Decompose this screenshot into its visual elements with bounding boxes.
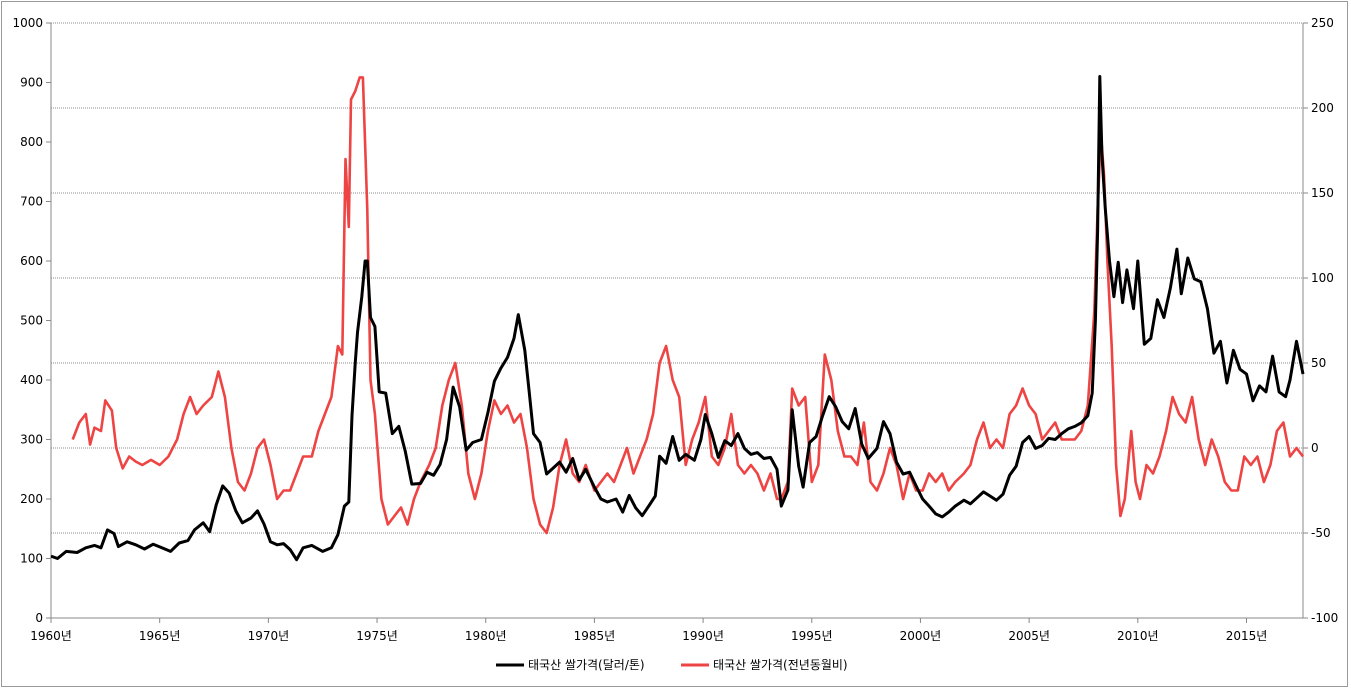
y-right-tick-label: 50 (1311, 356, 1326, 370)
x-tick-label: 1990년 (682, 629, 724, 643)
y-left-ticks: 0 100 200 300 400 500 600 700 800 900 1000 (12, 16, 51, 625)
y-left-tick-label: 400 (20, 373, 43, 387)
y-right-tick-label: 150 (1311, 186, 1334, 200)
y-right-tick-label: 0 (1311, 441, 1319, 455)
x-tick-label: 1975년 (356, 629, 398, 643)
x-tick-label: 1980년 (465, 629, 507, 643)
y-left-tick-label: 900 (20, 76, 43, 90)
y-left-tick-label: 600 (20, 254, 43, 268)
x-tick-label: 1995년 (791, 629, 833, 643)
y-left-tick-label: 200 (20, 492, 43, 506)
series-lines (50, 75, 1305, 562)
x-tick-label: 1970년 (248, 629, 290, 643)
y-right-tick-label: -100 (1311, 611, 1338, 625)
series-line-price (50, 75, 1305, 562)
x-tick-label: 2005년 (1008, 629, 1050, 643)
y-right-tick-label: 100 (1311, 271, 1334, 285)
x-tick-label: 1960년 (30, 629, 72, 643)
y-left-tick-label: 700 (20, 195, 43, 209)
x-tick-label: 2010년 (1117, 629, 1159, 643)
y-left-tick-label: 0 (35, 611, 43, 625)
x-tick-label: 1965년 (139, 629, 181, 643)
x-ticks: 1960년 1965년 1970년 1975년 1980년 1985년 1990년 1995년… (30, 618, 1267, 643)
y-left-tick-label: 100 (20, 552, 43, 566)
x-tick-label: 2015년 (1226, 629, 1268, 643)
legend-label-yoy: 태국산 쌀가격(전년동월비) (713, 658, 848, 672)
series-line-yoy (71, 76, 1305, 535)
x-tick-label: 1985년 (574, 629, 616, 643)
legend-label-price: 태국산 쌀가격(달러/톤) (528, 658, 645, 672)
y-left-tick-label: 1000 (12, 16, 43, 30)
y-right-tick-label: 250 (1311, 16, 1334, 30)
y-right-tick-label: 200 (1311, 101, 1334, 115)
y-left-tick-label: 500 (20, 314, 43, 328)
y-left-tick-label: 800 (20, 135, 43, 149)
legend: 태국산 쌀가격(달러/톤) 태국산 쌀가격(전년동월비) (496, 658, 848, 672)
x-tick-label: 2000년 (900, 629, 942, 643)
y-right-ticks: -100 -50 0 50 100 150 200 250 (1303, 16, 1338, 625)
y-left-tick-label: 300 (20, 433, 43, 447)
axes (50, 23, 1304, 619)
y-right-tick-label: -50 (1311, 526, 1331, 540)
